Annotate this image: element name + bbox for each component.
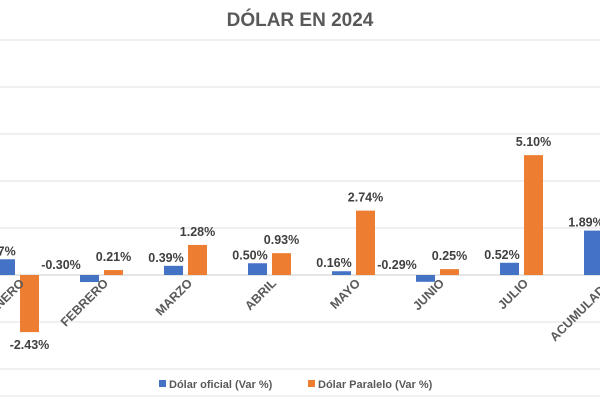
bar-oficial-enero (0, 259, 15, 275)
label-oficial-febrero: -0.30% (41, 258, 81, 272)
category-label-mayo: MAYO (328, 276, 364, 312)
label-paralelo-marzo: 1.28% (180, 225, 215, 239)
label-oficial-junio: -0.29% (377, 258, 417, 272)
label-oficial-enero: 0.67% (0, 244, 16, 258)
label-paralelo-abril: 0.93% (264, 233, 299, 247)
bars (0, 155, 600, 333)
bar-paralelo-marzo (188, 244, 207, 275)
label-paralelo-enero: -2.43% (10, 338, 50, 352)
bar-oficial-febrero (80, 275, 99, 283)
label-paralelo-julio: 5.10% (516, 135, 551, 149)
label-oficial-acumulado: 1.89% (568, 216, 600, 230)
bar-paralelo-mayo (356, 210, 375, 275)
legend-label-oficial: Dólar oficial (Var %) (169, 379, 273, 391)
legend-swatch-paralelo (308, 380, 315, 387)
data-labels: 0.67% -2.43% -0.30% 0.21% 0.39% 1.28% 0.50%0.9… (0, 135, 600, 352)
category-labels: ENERO FEBRERO MARZO ABRIL MAYO JUNIO JULIO ACUM… (0, 276, 600, 344)
bar-oficial-acumulado (584, 230, 600, 275)
category-label-julio: JULIO (495, 276, 531, 312)
category-label-acumulado: ACUMULADO (547, 276, 600, 344)
legend: Dólar oficial (Var %) Dólar Paralelo (Va… (159, 379, 433, 391)
bar-paralelo-enero (20, 275, 39, 333)
chart-title: DÓLAR EN 2024 (227, 9, 374, 31)
label-oficial-julio: 0.52% (484, 248, 519, 262)
bar-oficial-julio (500, 262, 519, 275)
gridlines (0, 39, 600, 397)
bar-paralelo-febrero (104, 270, 123, 275)
bar-oficial-marzo (164, 265, 183, 275)
legend-swatch-oficial (159, 380, 166, 387)
bar-paralelo-junio (440, 269, 459, 275)
bar-paralelo-julio (524, 155, 543, 275)
bar-oficial-abril (248, 263, 267, 275)
bar-paralelo-abril (272, 253, 291, 275)
bar-oficial-junio (416, 275, 435, 282)
legend-label-paralelo: Dólar Paralelo (Var %) (318, 379, 433, 391)
label-paralelo-febrero: 0.21% (96, 250, 131, 264)
label-paralelo-junio: 0.25% (432, 249, 467, 263)
label-oficial-marzo: 0.39% (148, 251, 183, 265)
label-oficial-mayo: 0.16% (316, 256, 351, 270)
bar-oficial-mayo (332, 271, 351, 275)
category-label-febrero: FEBRERO (58, 276, 111, 329)
label-oficial-abril: 0.50% (232, 248, 267, 262)
category-label-marzo: MARZO (153, 276, 195, 318)
label-paralelo-mayo: 2.74% (348, 191, 383, 205)
category-label-abril: ABRIL (242, 276, 279, 313)
